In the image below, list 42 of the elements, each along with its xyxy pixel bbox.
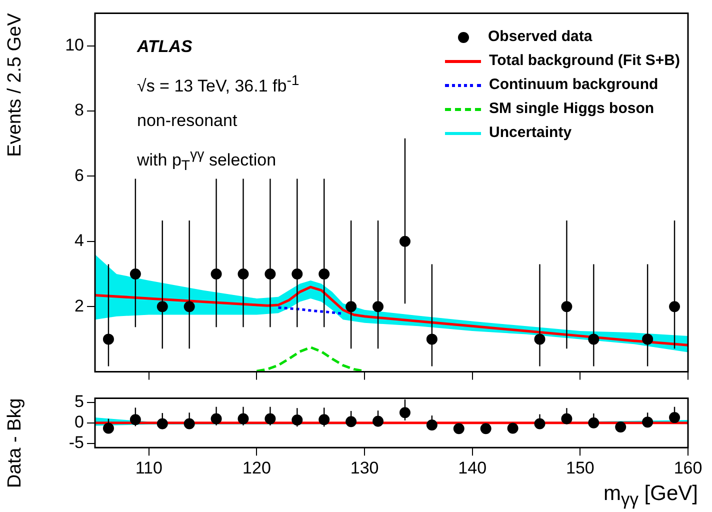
x-axis-title: m$_{γγ}$ [GeV]: [603, 482, 698, 510]
point: [130, 414, 141, 426]
point: [480, 423, 492, 434]
x-tick-label: 160: [674, 458, 702, 478]
point: [346, 301, 357, 312]
point: [615, 422, 626, 433]
point: [507, 422, 518, 434]
y-tick-label: 4: [74, 231, 84, 250]
legend-label: Uncertainty: [489, 123, 572, 143]
annotation: √s = 13 TeV, 36.1 fb$^{-1}$: [137, 72, 300, 98]
annotation: with p$_{T}$$^{γγ}$ selection: [137, 146, 278, 176]
y-tick-label: -5: [68, 433, 84, 452]
x-tick-label: 130: [350, 458, 379, 478]
y-axis-title: Events / 2.5 GeV: [4, 12, 26, 157]
annotation: ATLAS: [137, 36, 194, 58]
x-tick-label: 120: [242, 458, 271, 478]
legend-label: Observed data: [488, 27, 592, 47]
y-tick-label: 5: [74, 392, 84, 412]
point: [399, 236, 410, 247]
y-tick-label: 2: [74, 296, 84, 316]
point: [399, 407, 410, 418]
point: [642, 416, 654, 428]
point: [669, 412, 680, 424]
point: [669, 301, 680, 312]
legend-label: Continuum background: [489, 75, 658, 95]
point: [318, 268, 330, 280]
x-tick-label: 110: [135, 458, 162, 478]
legend-label: Total background (Fit S+B): [489, 51, 680, 71]
y-tick-label: 6: [74, 166, 84, 185]
y-tick-label: 10: [65, 35, 84, 54]
y-axis-title: Data - Bkg: [4, 398, 26, 488]
legend-label: SM single Higgs boson: [489, 99, 654, 119]
point: [453, 423, 464, 434]
point: [102, 422, 114, 434]
y-tick-label: 8: [74, 100, 84, 120]
annotation: non-resonant: [137, 110, 238, 132]
x-tick-label: 150: [566, 458, 594, 478]
x-tick-label: 140: [458, 458, 487, 478]
point: [130, 268, 141, 280]
y-tick-label: 0: [74, 412, 84, 432]
point: [426, 419, 438, 430]
point: [372, 301, 384, 312]
